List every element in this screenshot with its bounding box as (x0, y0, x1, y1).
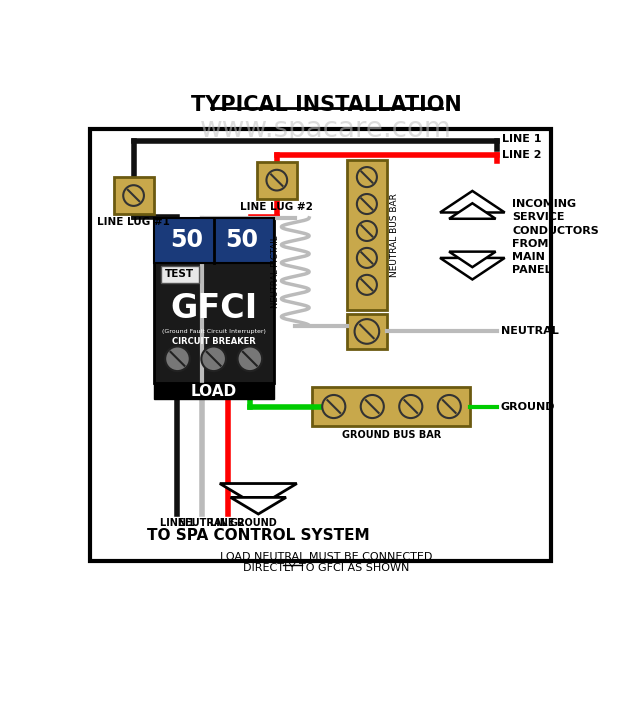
Circle shape (201, 347, 226, 371)
Text: LOAD: LOAD (191, 384, 237, 399)
Bar (312, 387, 470, 426)
Polygon shape (449, 203, 496, 219)
Text: LOAD NEUTRAL MUST BE CONNECTED: LOAD NEUTRAL MUST BE CONNECTED (220, 552, 433, 562)
Circle shape (165, 347, 190, 371)
Circle shape (322, 395, 345, 418)
Circle shape (357, 194, 377, 214)
Circle shape (357, 221, 377, 241)
Text: LINE 1: LINE 1 (160, 518, 195, 528)
Bar (154, 218, 274, 384)
Text: NEUTRAL PIGTAIL: NEUTRAL PIGTAIL (271, 236, 280, 308)
Text: CIRCUIT BREAKER: CIRCUIT BREAKER (172, 337, 256, 346)
Text: www.spacare.com: www.spacare.com (200, 115, 452, 143)
Text: GROUND: GROUND (230, 518, 278, 528)
Circle shape (357, 167, 377, 187)
Text: LINE 2: LINE 2 (502, 150, 541, 159)
Circle shape (357, 275, 377, 295)
Text: LINE 2: LINE 2 (210, 518, 245, 528)
Bar (161, 266, 199, 283)
Text: (Ground Fault Circuit Interrupter): (Ground Fault Circuit Interrupter) (162, 330, 266, 335)
Bar (347, 314, 387, 349)
Polygon shape (449, 251, 496, 267)
Circle shape (399, 395, 422, 418)
Polygon shape (220, 483, 297, 507)
Circle shape (123, 185, 144, 206)
Text: LINE LUG #2: LINE LUG #2 (240, 201, 313, 211)
Text: 50: 50 (170, 229, 203, 252)
Polygon shape (440, 258, 505, 280)
Text: INCOMING
SERVICE
CONDUCTORS
FROM
MAIN
PANEL: INCOMING SERVICE CONDUCTORS FROM MAIN PA… (512, 199, 599, 275)
Text: GFCI: GFCI (171, 292, 258, 325)
Bar (154, 384, 274, 399)
Bar (257, 162, 297, 199)
Circle shape (355, 319, 379, 344)
Text: LINE LUG #1: LINE LUG #1 (97, 217, 170, 227)
Circle shape (266, 169, 287, 191)
Text: GROUND BUS BAR: GROUND BUS BAR (341, 429, 441, 439)
Text: DIRECTLY TO GFCI AS SHOWN: DIRECTLY TO GFCI AS SHOWN (243, 563, 409, 573)
Bar (90, 130, 551, 560)
Circle shape (361, 395, 384, 418)
Text: 50: 50 (225, 229, 258, 252)
Text: TO SPA CONTROL SYSTEM: TO SPA CONTROL SYSTEM (147, 528, 369, 543)
Polygon shape (440, 191, 505, 212)
Circle shape (438, 395, 461, 418)
Circle shape (357, 248, 377, 268)
Bar (347, 160, 387, 310)
Text: TYPICAL INSTALLATION: TYPICAL INSTALLATION (190, 95, 461, 115)
Polygon shape (231, 498, 286, 514)
Text: NEUTRAL: NEUTRAL (177, 518, 227, 528)
Text: TEST: TEST (165, 269, 194, 279)
Text: GROUND: GROUND (501, 402, 555, 412)
Bar (113, 177, 154, 214)
Text: NEUTRAL: NEUTRAL (501, 327, 559, 337)
Text: NEUTRAL BUS BAR: NEUTRAL BUS BAR (390, 193, 399, 277)
Circle shape (238, 347, 262, 371)
Text: LINE 1: LINE 1 (502, 135, 541, 145)
Bar (154, 218, 274, 263)
